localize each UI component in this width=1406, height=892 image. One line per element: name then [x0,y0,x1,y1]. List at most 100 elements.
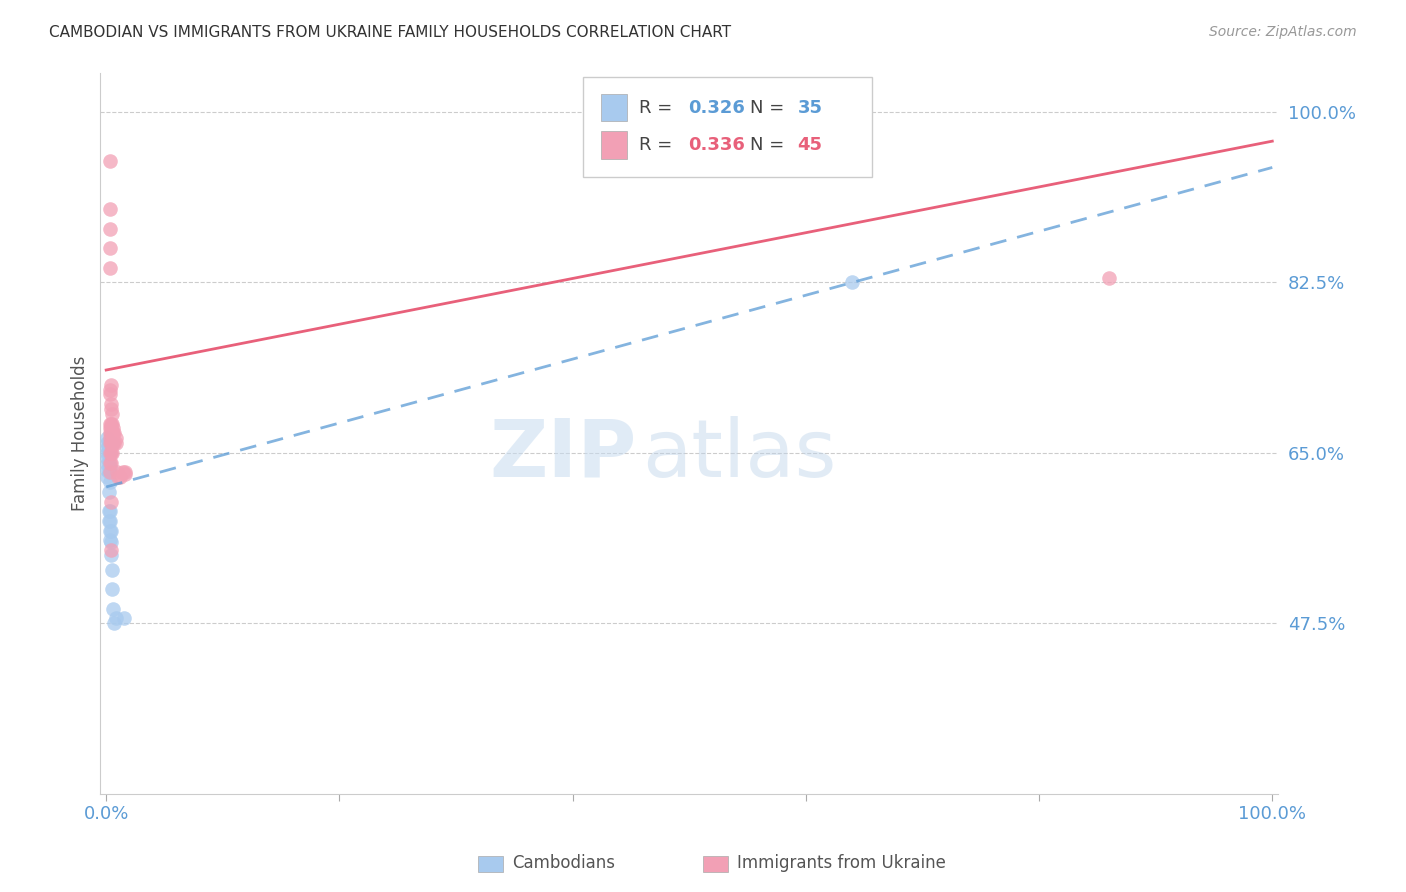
Point [98,446,121,460]
Point [100,436,122,450]
Point [96,436,118,450]
Point [98,426,121,441]
Point [103,436,125,450]
Text: atlas: atlas [643,416,837,494]
Point [112,611,135,625]
Text: 0.336: 0.336 [688,136,745,154]
Point [100,401,122,416]
Point [98,202,121,217]
Point [98,222,121,236]
Y-axis label: Family Households: Family Households [72,356,89,511]
Point [98,387,121,401]
Point [97,456,120,470]
Point [98,446,121,460]
Point [97,484,120,499]
FancyBboxPatch shape [478,856,503,872]
Point [108,470,131,484]
Point [107,470,129,484]
Point [105,465,128,479]
Point [100,446,122,460]
Text: Source: ZipAtlas.com: Source: ZipAtlas.com [1209,25,1357,39]
FancyBboxPatch shape [600,94,627,121]
Point [97,446,120,460]
Point [97,436,120,450]
FancyBboxPatch shape [600,131,627,159]
Point [101,426,124,441]
Point [98,465,121,479]
Point [100,456,122,470]
Point [104,611,127,625]
Point [96,463,118,477]
Point [101,436,124,450]
Point [101,407,124,421]
Point [98,524,121,538]
Point [96,431,118,445]
Point [96,441,118,455]
Point [98,153,121,168]
Point [98,456,121,470]
Point [98,460,121,475]
Point [103,616,125,631]
Text: Immigrants from Ukraine: Immigrants from Ukraine [737,855,946,872]
Point [97,514,120,528]
Point [97,465,120,479]
Point [96,458,118,472]
Point [100,548,122,562]
Text: R =: R = [638,136,678,154]
FancyBboxPatch shape [703,856,728,872]
Point [100,417,122,431]
Point [101,436,124,450]
Point [98,431,121,445]
Point [100,397,122,411]
Text: CAMBODIAN VS IMMIGRANTS FROM UKRAINE FAMILY HOUSEHOLDS CORRELATION CHART: CAMBODIAN VS IMMIGRANTS FROM UKRAINE FAM… [49,25,731,40]
Text: Cambodians: Cambodians [512,855,614,872]
Text: R =: R = [638,99,678,117]
Point [100,436,122,450]
Point [111,465,134,479]
Point [100,494,122,508]
Text: 35: 35 [797,99,823,117]
Point [98,417,121,431]
Text: N =: N = [751,99,790,117]
Point [98,533,121,548]
Point [100,426,122,441]
Point [97,504,120,518]
Point [96,470,118,484]
Point [98,383,121,397]
Point [100,543,122,558]
Point [101,563,124,577]
Point [98,421,121,435]
Point [100,421,122,435]
Text: 45: 45 [797,136,823,154]
Point [841,276,863,290]
Point [101,417,124,431]
Point [100,524,122,538]
Point [101,426,124,441]
Point [101,446,124,460]
Point [101,421,124,435]
Point [104,436,127,450]
Point [98,514,121,528]
Point [100,535,122,549]
Point [96,450,118,465]
Point [101,601,124,615]
Point [114,467,136,482]
Point [98,241,121,255]
Text: 0.326: 0.326 [688,99,745,117]
Point [97,441,120,455]
Point [114,465,136,479]
Point [96,446,118,460]
Point [98,260,121,275]
Point [103,426,125,441]
Point [101,582,124,596]
Point [104,431,127,445]
Point [98,504,121,518]
Point [101,436,124,450]
FancyBboxPatch shape [583,77,872,178]
Point [98,475,121,489]
Point [1098,270,1121,285]
Text: N =: N = [751,136,790,154]
Point [100,377,122,392]
Text: ZIP: ZIP [489,416,637,494]
Point [98,436,121,450]
